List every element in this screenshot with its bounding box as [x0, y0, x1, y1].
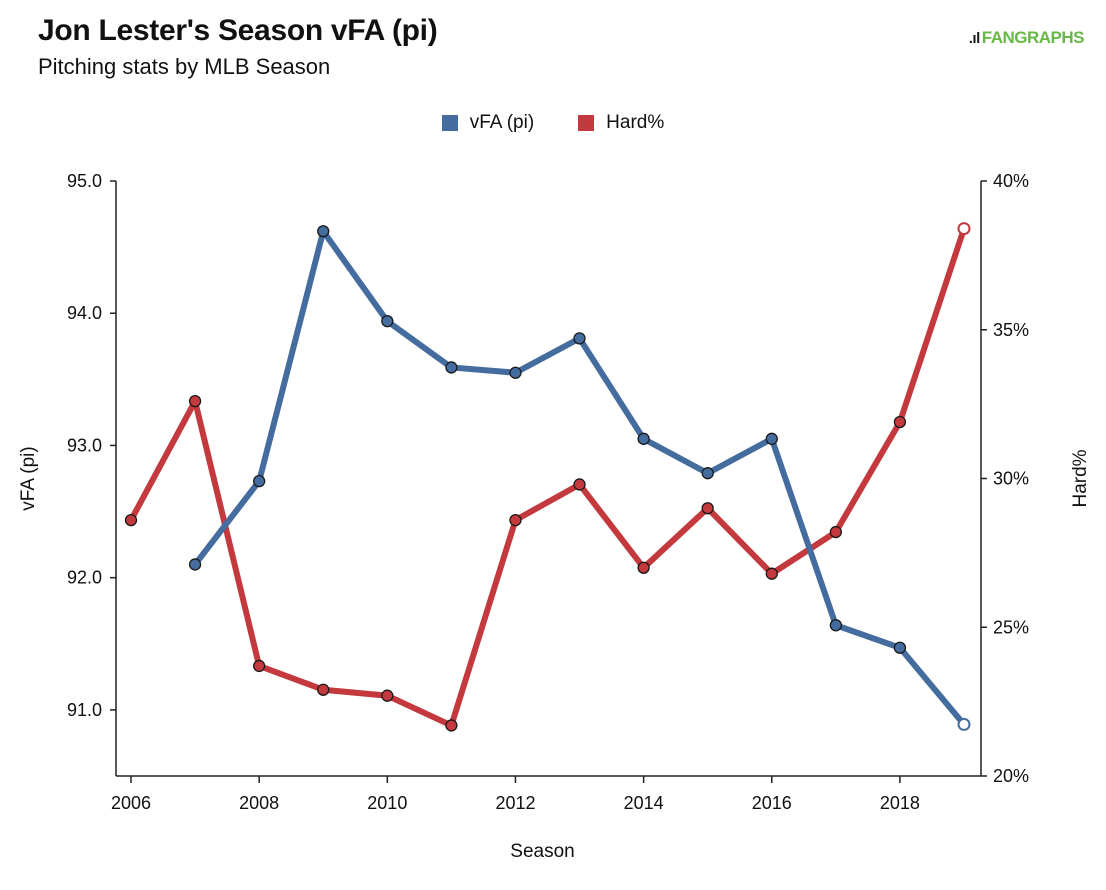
vfa-point [765, 432, 778, 445]
vfa-point [573, 332, 586, 345]
hard-point [188, 394, 202, 408]
y-tick-label: 91.0 [67, 700, 102, 720]
hard-point [893, 415, 907, 429]
vfa-point [509, 366, 522, 379]
legend-swatch-hard [578, 115, 595, 131]
x-tick-label: 2012 [495, 793, 535, 813]
hard-point [509, 514, 522, 527]
hard-point [637, 561, 650, 574]
chart-subtitle: Pitching stats by MLB Season [38, 54, 331, 79]
fangraphs-logo[interactable]: .ıl FANGRAPHS [968, 28, 1085, 48]
y-tick-label: 95.0 [67, 171, 102, 191]
legend-label-hard: Hard% [606, 112, 665, 133]
x-axis-title: Season [510, 841, 574, 862]
y-tick-label: 92.0 [67, 568, 102, 588]
vfa-point [253, 474, 266, 488]
vfa-point [701, 467, 714, 480]
vfa-point [829, 619, 842, 632]
hard-point [701, 502, 714, 515]
x-tick-label: 2006 [111, 793, 151, 813]
legend-label-vfa: vFA (pi) [469, 112, 535, 133]
legend-swatch-vfa [441, 115, 458, 131]
y2-tick-label: 40% [993, 171, 1029, 191]
hard-point [957, 222, 971, 236]
y-tick-label: 93.0 [67, 435, 102, 455]
hard-point [253, 659, 266, 673]
brand-text: FANGRAPHS [981, 28, 1085, 47]
hard-point [829, 525, 842, 539]
x-tick-label: 2014 [624, 793, 664, 813]
legend: vFA (pi) Hard% [0, 112, 1106, 134]
chart-title: Jon Lester's Season vFA (pi) [38, 14, 438, 47]
y2-axis-title: Hard% [1070, 449, 1091, 507]
legend-item-hard[interactable]: Hard% [578, 112, 664, 134]
fangraphs-bars-icon: .ıl [968, 29, 981, 47]
hard-line [128, 225, 967, 729]
x-tick-label: 2008 [239, 793, 279, 813]
y2-tick-label: 35% [993, 320, 1029, 340]
vfa-point [445, 361, 458, 374]
vfa-line [192, 228, 967, 728]
hard-point [445, 719, 458, 732]
y2-tick-label: 30% [993, 469, 1029, 489]
y-axis-title: vFA (pi) [18, 446, 39, 510]
y2-tick-label: 20% [993, 766, 1029, 786]
hard-point [381, 689, 394, 702]
x-tick-label: 2018 [880, 793, 920, 813]
y2-tick-label: 25% [993, 617, 1029, 637]
x-tick-label: 2010 [367, 793, 407, 813]
hard-point [573, 478, 586, 491]
hard-point [765, 567, 778, 580]
vfa-point [893, 641, 907, 654]
x-tick-label: 2016 [752, 793, 792, 813]
hard-point [317, 683, 330, 696]
hard-point [124, 514, 138, 527]
vfa-point [381, 315, 394, 328]
vfa-point [637, 432, 650, 445]
y-tick-label: 94.0 [67, 303, 102, 323]
vfa-point [957, 717, 971, 731]
vfa-point [188, 558, 202, 571]
vfa-point [317, 225, 330, 238]
legend-item-vfa[interactable]: vFA (pi) [441, 112, 535, 134]
